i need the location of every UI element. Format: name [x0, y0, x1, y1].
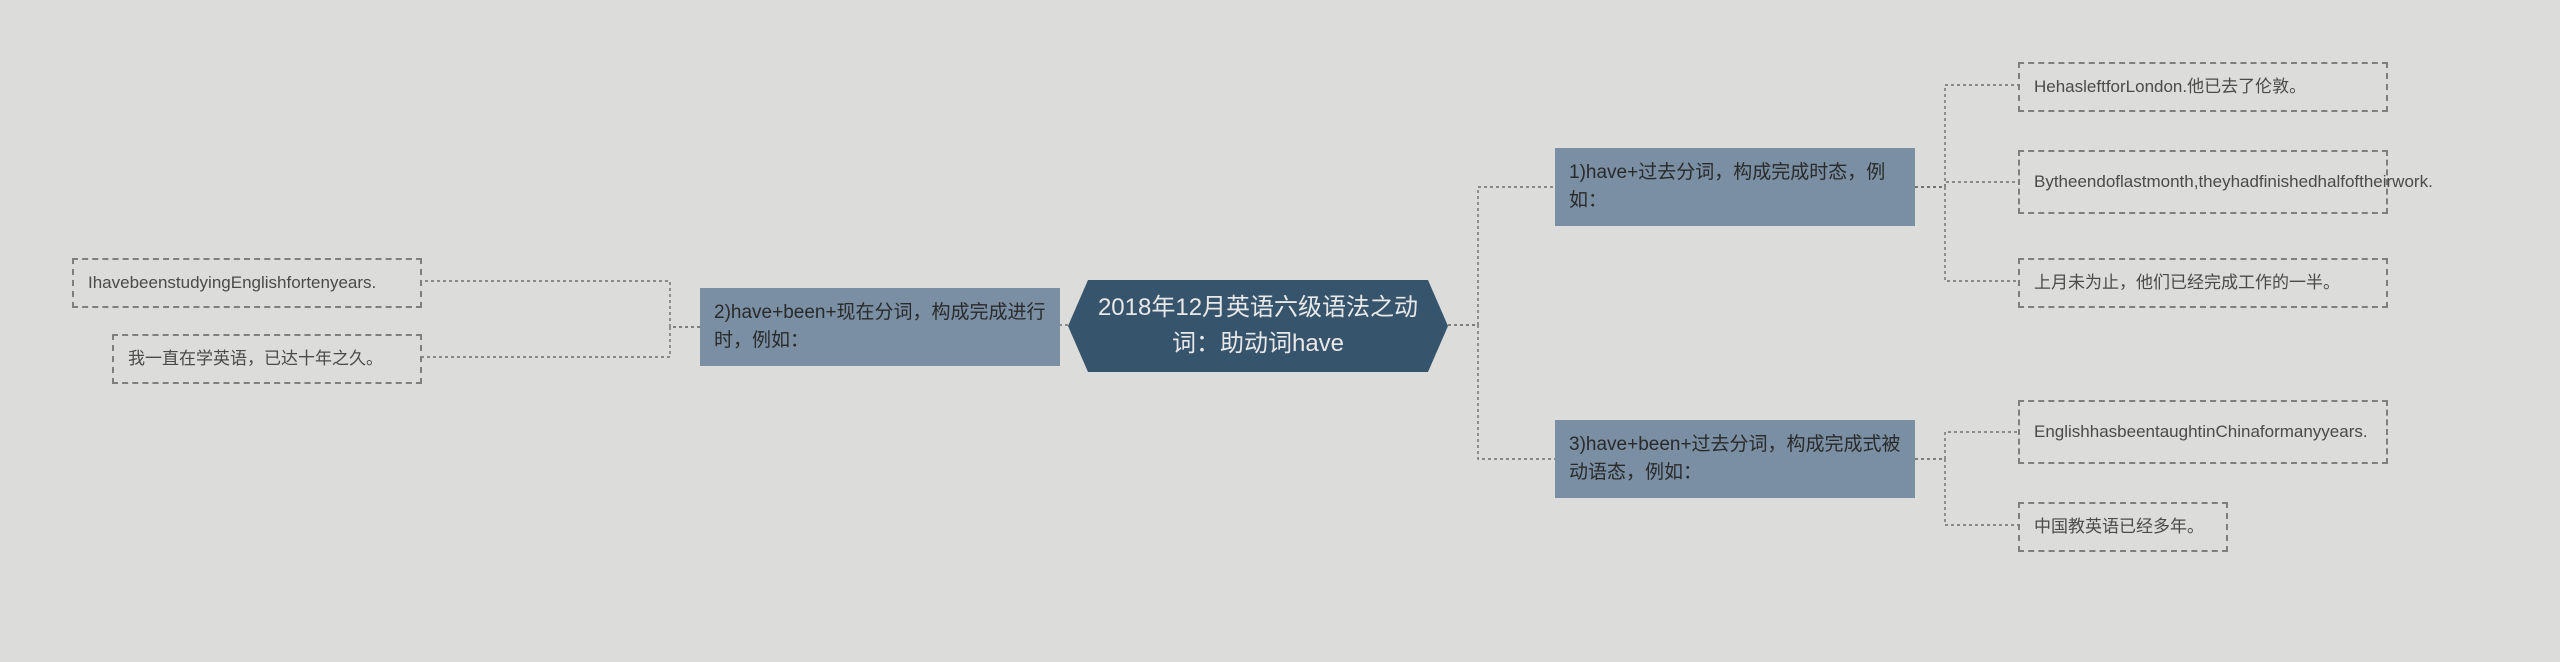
root-label: 2018年12月英语六级语法之动词：助动词have	[1082, 290, 1434, 362]
branch-node-2: 2)have+been+现在分词，构成完成进行时，例如：	[700, 288, 1060, 366]
branch-1-label: 1)have+过去分词，构成完成时态，例如：	[1569, 159, 1901, 216]
branch-node-3: 3)have+been+过去分词，构成完成式被动语态，例如：	[1555, 420, 1915, 498]
leaf-node-1c: 上月未为止，他们已经完成工作的一半。	[2018, 258, 2388, 308]
leaf-2a-label: IhavebeenstudyingEnglishfortenyears.	[88, 270, 376, 296]
leaf-node-1b: Bytheendoflastmonth,theyhadfinishedhalfo…	[2018, 150, 2388, 214]
branch-2-label: 2)have+been+现在分词，构成完成进行时，例如：	[714, 299, 1046, 356]
leaf-node-2a: IhavebeenstudyingEnglishfortenyears.	[72, 258, 422, 308]
leaf-3a-label: EnglishhasbeentaughtinChinaformanyyears.	[2034, 419, 2368, 445]
leaf-node-1a: HehasleftforLondon.他已去了伦敦。	[2018, 62, 2388, 112]
leaf-1a-label: HehasleftforLondon.他已去了伦敦。	[2034, 74, 2306, 100]
leaf-2b-label: 我一直在学英语，已达十年之久。	[128, 346, 383, 372]
leaf-node-3a: EnglishhasbeentaughtinChinaformanyyears.	[2018, 400, 2388, 464]
leaf-node-2b: 我一直在学英语，已达十年之久。	[112, 334, 422, 384]
leaf-1b-label: Bytheendoflastmonth,theyhadfinishedhalfo…	[2034, 169, 2433, 195]
branch-3-label: 3)have+been+过去分词，构成完成式被动语态，例如：	[1569, 431, 1901, 488]
leaf-1c-label: 上月未为止，他们已经完成工作的一半。	[2034, 270, 2340, 296]
leaf-node-3b: 中国教英语已经多年。	[2018, 502, 2228, 552]
branch-node-1: 1)have+过去分词，构成完成时态，例如：	[1555, 148, 1915, 226]
leaf-3b-label: 中国教英语已经多年。	[2034, 514, 2204, 540]
root-node: 2018年12月英语六级语法之动词：助动词have	[1068, 280, 1448, 372]
